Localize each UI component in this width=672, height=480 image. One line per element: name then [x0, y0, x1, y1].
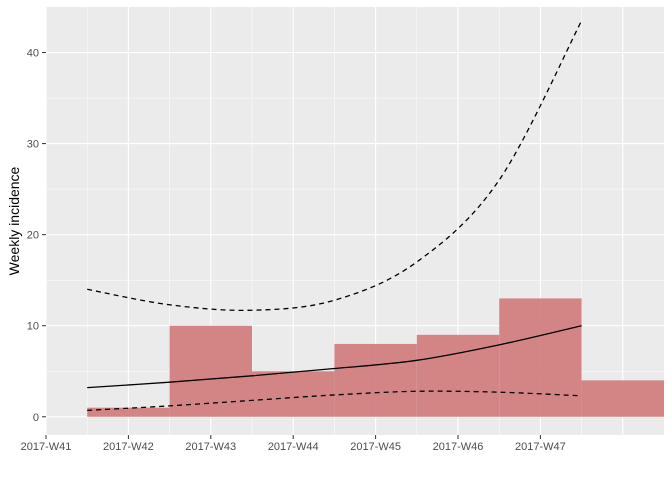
y-axis-title: Weekly incidence [6, 166, 22, 275]
y-axis: 0 10 20 30 40 [27, 48, 46, 424]
bar [334, 343, 417, 417]
lower-bound-line [87, 390, 582, 412]
bar [169, 325, 252, 417]
bar [499, 298, 582, 417]
y-tick-label: 40 [27, 48, 39, 60]
bar [416, 334, 500, 417]
y-tick-label: 20 [27, 230, 39, 242]
y-tick-label: 0 [33, 412, 39, 424]
y-tick-label: 30 [27, 139, 39, 151]
fit-line [87, 325, 582, 389]
x-tick-label: 2017-W47 [515, 441, 566, 453]
x-tick-label: 2017-W41 [21, 441, 72, 453]
x-axis: 2017-W41 2017-W42 2017-W43 2017-W44 2017-W45… [21, 435, 566, 453]
x-tick-label: 2017-W44 [268, 441, 319, 453]
bar [252, 371, 335, 417]
upper-bound-line [87, 20, 583, 312]
bar [581, 380, 664, 417]
x-tick-label: 2017-W42 [103, 441, 154, 453]
bars [87, 298, 664, 417]
y-tick-label: 10 [27, 321, 39, 333]
lines [87, 20, 583, 412]
grid-minor [46, 7, 664, 435]
x-tick-label: 2017-W46 [433, 441, 484, 453]
x-tick-label: 2017-W43 [185, 441, 236, 453]
bar [87, 407, 170, 417]
x-tick-label: 2017-W45 [350, 441, 401, 453]
